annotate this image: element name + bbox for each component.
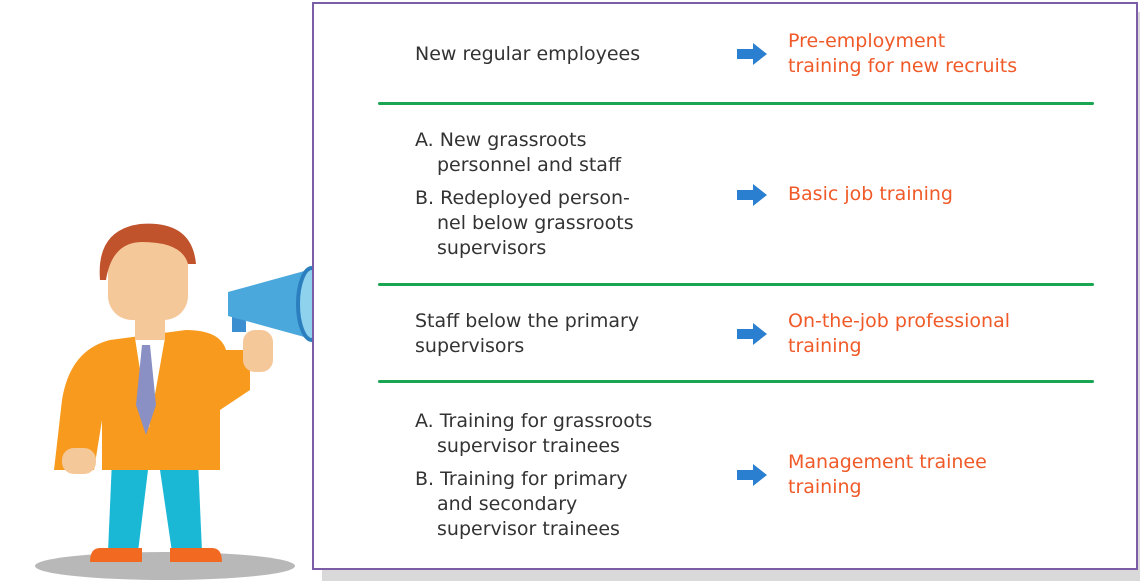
audience-item: Staff below the primary supervisors (415, 309, 640, 357)
arrow (737, 464, 767, 486)
audience-item: B. Training for primary and secondary su… (415, 467, 628, 540)
audience: A. Training for grassroots supervisor tr… (415, 409, 715, 542)
megaphone (228, 270, 308, 338)
training-row: Staff below the primary supervisors On-th… (314, 285, 1136, 382)
separator (378, 102, 1094, 105)
hair (99, 223, 196, 280)
audience-item: New regular employees (415, 42, 641, 65)
audience-item: B. Redeployed person- nel below grassroo… (415, 187, 634, 259)
audience: New regular employees (415, 42, 715, 67)
arrow (737, 322, 767, 345)
audience: Staff below the primary supervisors (415, 309, 715, 359)
training-row: A. New grassroots personnel and staff B. … (314, 104, 1136, 285)
separator (378, 380, 1094, 383)
training-type: On-the-job professional training (788, 309, 1011, 357)
training-panel: New regular employees Pre-employment trai… (312, 2, 1138, 570)
pants (108, 460, 202, 552)
training-type: Management trainee training (788, 451, 987, 498)
training-type: Pre-employment training for new recruits (788, 30, 1018, 77)
floor-shadow (35, 552, 295, 580)
training-row: New regular employees Pre-employment trai… (314, 4, 1136, 104)
arrow (737, 183, 767, 206)
audience: A. New grassroots personnel and staff B. … (415, 128, 715, 261)
hand (62, 448, 96, 474)
training-row: A. Training for grassroots supervisor tr… (314, 382, 1136, 568)
audience-item: A. Training for grassroots supervisor tr… (415, 409, 653, 457)
training-type: Basic job training (788, 183, 953, 205)
audience-item: A. New grassroots personnel and staff (415, 129, 622, 176)
tie (136, 345, 156, 435)
face (108, 240, 188, 320)
raised-hand (243, 330, 273, 372)
shoes (90, 548, 222, 562)
arrow (737, 43, 767, 65)
separator (378, 283, 1094, 286)
